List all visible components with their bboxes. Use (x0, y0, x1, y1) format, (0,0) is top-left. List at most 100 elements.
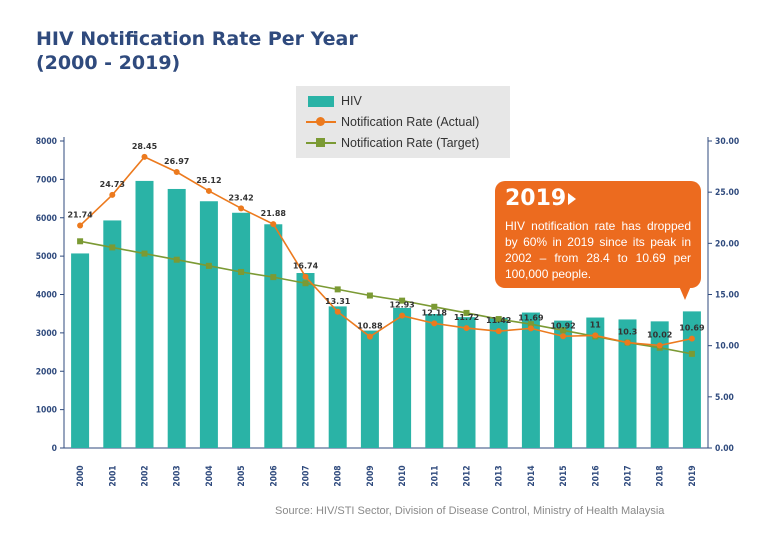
x-tick-label: 2001 (108, 465, 118, 486)
x-tick-label: 2018 (656, 465, 666, 486)
left-tick-label: 0 (52, 444, 57, 454)
x-tick-label: 2002 (141, 465, 151, 486)
chart-title-line1: HIV Notification Rate Per Year (36, 28, 358, 50)
actual-point (270, 221, 277, 228)
actual-data-label: 10.88 (357, 322, 383, 331)
actual-data-label: 28.45 (132, 142, 158, 151)
bar (296, 273, 315, 448)
actual-data-label: 11.72 (454, 313, 479, 322)
actual-data-label: 12.18 (422, 308, 448, 317)
legend-label-actual: Notification Rate (Actual) (341, 115, 480, 129)
actual-data-label: 24.73 (100, 180, 125, 189)
bar (554, 320, 573, 448)
chart-title-line2: (2000 - 2019) (36, 52, 181, 74)
bar (650, 321, 669, 448)
x-tick-label: 2013 (495, 465, 505, 486)
actual-data-label: 21.88 (261, 209, 287, 218)
bar (264, 224, 283, 448)
actual-data-label: 26.97 (164, 157, 189, 166)
bar (521, 312, 540, 448)
bar (489, 317, 508, 448)
right-tick-label: 20.00 (715, 239, 739, 249)
actual-data-label: 12.93 (389, 301, 414, 310)
actual-point (688, 335, 695, 342)
actual-point (399, 312, 406, 319)
x-tick-label: 2017 (624, 465, 634, 486)
legend-label-target: Notification Rate (Target) (341, 136, 480, 150)
bar (167, 188, 186, 448)
target-point (527, 321, 534, 328)
bar (425, 314, 444, 448)
target-point (366, 292, 373, 299)
legend-target-marker (316, 138, 325, 147)
actual-point (238, 205, 245, 212)
target-point (463, 309, 470, 316)
actual-data-label: 10.92 (550, 321, 575, 330)
x-tick-label: 2010 (398, 465, 408, 486)
bar (199, 201, 218, 448)
bar (71, 253, 90, 448)
x-tick-label: 2004 (205, 465, 215, 486)
left-tick-label: 6000 (36, 214, 57, 224)
x-tick-label: 2000 (76, 465, 86, 486)
target-point (77, 238, 84, 245)
actual-point (624, 339, 631, 346)
actual-point (656, 342, 663, 349)
actual-point (334, 308, 341, 315)
target-point (238, 268, 245, 275)
right-tick-label: 30.00 (715, 137, 739, 147)
x-tick-label: 2014 (527, 465, 537, 486)
x-axis-ticks: 2000 2001 2002 2003 2004 2005 2006 2007 2008 2009… (76, 465, 698, 486)
right-axis-ticks: 0.00 5.00 10.00 15.00 20.00 25.00 30.00 (708, 137, 739, 454)
actual-point (431, 320, 438, 327)
x-tick-label: 2005 (237, 465, 247, 486)
callout-arrow-icon (568, 193, 576, 205)
x-tick-label: 2016 (591, 465, 601, 486)
actual-data-label: 25.12 (196, 176, 221, 185)
actual-point (141, 153, 148, 160)
legend-actual-marker (316, 117, 325, 126)
x-tick-label: 2003 (173, 465, 183, 486)
bar (586, 317, 605, 448)
legend: HIV Notification Rate (Actual) Notificat… (296, 86, 510, 158)
right-tick-label: 15.00 (715, 291, 739, 301)
actual-point (77, 222, 84, 229)
actual-point (302, 273, 309, 280)
left-tick-label: 2000 (36, 367, 57, 377)
actual-point (560, 333, 567, 340)
callout-pointer (679, 286, 691, 300)
left-tick-label: 5000 (36, 252, 57, 262)
bar (393, 307, 412, 448)
legend-bar-swatch (308, 96, 334, 107)
right-tick-label: 0.00 (715, 444, 734, 454)
actual-data-label: 10.02 (647, 330, 672, 339)
left-tick-label: 4000 (36, 291, 57, 301)
legend-label-hiv: HIV (341, 94, 362, 108)
target-point (173, 256, 180, 263)
bar (618, 319, 637, 448)
actual-data-label: 13.31 (325, 297, 351, 306)
bar (232, 212, 251, 448)
x-tick-label: 2019 (688, 465, 698, 486)
chart-title: HIV Notification Rate Per Year (2000 - 2… (36, 27, 358, 75)
target-point (399, 297, 406, 304)
actual-data-label: 23.42 (228, 193, 253, 202)
actual-point (495, 328, 502, 335)
bar (360, 330, 379, 448)
actual-data-label: 11.42 (486, 316, 511, 325)
actual-point (527, 325, 534, 332)
actual-line (79, 155, 693, 347)
actual-point (592, 332, 599, 339)
x-tick-label: 2006 (269, 465, 279, 486)
right-tick-label: 10.00 (715, 342, 739, 352)
bar (457, 317, 476, 448)
left-axis-ticks: 0 1000 2000 3000 4000 5000 6000 7000 8000 (36, 137, 64, 454)
x-tick-label: 2008 (334, 465, 344, 486)
x-tick-label: 2007 (302, 465, 312, 486)
bar (328, 306, 347, 448)
bar (135, 180, 154, 448)
x-tick-label: 2015 (559, 465, 569, 486)
callout-year: 2019 (505, 186, 567, 211)
actual-data-label: 16.74 (293, 262, 319, 271)
actual-point (366, 333, 373, 340)
